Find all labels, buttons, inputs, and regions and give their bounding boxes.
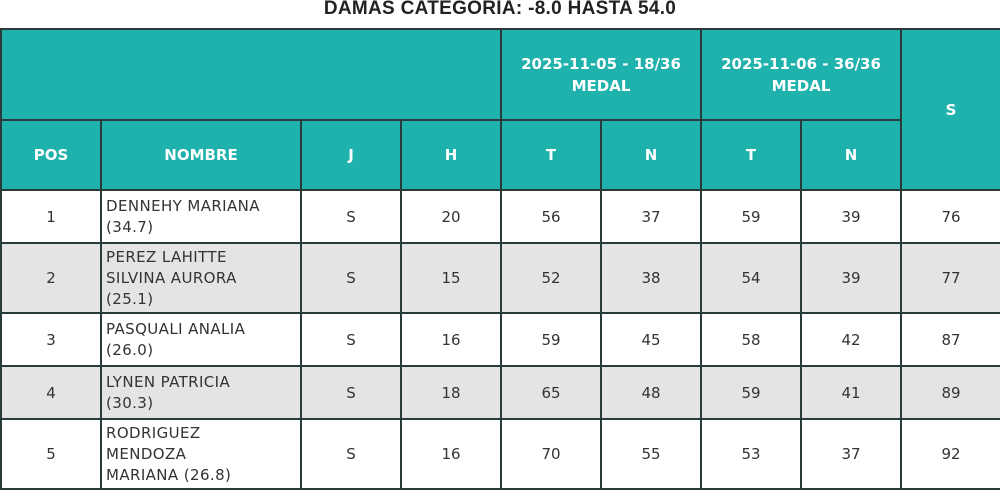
name-line: MARIANA (26.8) bbox=[106, 465, 232, 484]
pos-cell: 3 bbox=[0, 312, 102, 367]
name-line: (30.3) bbox=[106, 393, 154, 412]
round-1-header: 2025-11-05 - 18/36 MEDAL bbox=[500, 28, 702, 121]
j-cell: S bbox=[300, 312, 402, 367]
round-1-n-cell: 45 bbox=[600, 312, 702, 367]
round-2-n-cell: 37 bbox=[800, 418, 902, 490]
header-round-1-t: T bbox=[500, 119, 602, 191]
results-table: 2025-11-05 - 18/36 MEDAL 2025-11-06 - 36… bbox=[0, 28, 1000, 490]
j-cell: S bbox=[300, 418, 402, 490]
h-cell: 15 bbox=[400, 242, 502, 314]
name-cell: PASQUALI ANALIA (26.0) bbox=[100, 312, 302, 367]
round-2-format: MEDAL bbox=[771, 76, 831, 95]
round-1-format: MEDAL bbox=[571, 76, 631, 95]
name-line: SILVINA AURORA bbox=[106, 268, 237, 287]
round-1-t-cell: 52 bbox=[500, 242, 602, 314]
j-cell: S bbox=[300, 189, 402, 244]
round-2-n-cell: 41 bbox=[800, 365, 902, 420]
round-1-n-cell: 38 bbox=[600, 242, 702, 314]
header-blank-cell bbox=[0, 28, 502, 121]
name-line: (26.0) bbox=[106, 340, 154, 359]
header-h: H bbox=[400, 119, 502, 191]
h-cell: 16 bbox=[400, 418, 502, 490]
name-line: DENNEHY MARIANA bbox=[106, 196, 260, 215]
round-1-n-cell: 48 bbox=[600, 365, 702, 420]
round-2-t-cell: 58 bbox=[700, 312, 802, 367]
h-cell: 20 bbox=[400, 189, 502, 244]
pos-cell: 1 bbox=[0, 189, 102, 244]
round-1-n-cell: 55 bbox=[600, 418, 702, 490]
round-2-n-cell: 39 bbox=[800, 242, 902, 314]
round-2-t-cell: 54 bbox=[700, 242, 802, 314]
name-cell: LYNEN PATRICIA (30.3) bbox=[100, 365, 302, 420]
s-cell: 89 bbox=[900, 365, 1000, 420]
name-cell: DENNEHY MARIANA (34.7) bbox=[100, 189, 302, 244]
round-2-n-cell: 42 bbox=[800, 312, 902, 367]
j-cell: S bbox=[300, 242, 402, 314]
s-cell: 77 bbox=[900, 242, 1000, 314]
name-line: (25.1) bbox=[106, 289, 154, 308]
pos-cell: 2 bbox=[0, 242, 102, 314]
round-1-date: 2025-11-05 - 18/36 bbox=[521, 54, 681, 73]
header-pos: POS bbox=[0, 119, 102, 191]
round-2-date: 2025-11-06 - 36/36 bbox=[721, 54, 881, 73]
table-row: 3 PASQUALI ANALIA (26.0) S 16 59 45 58 42… bbox=[0, 312, 1000, 367]
round-1-t-cell: 59 bbox=[500, 312, 602, 367]
header-round-1-n: N bbox=[600, 119, 702, 191]
j-cell: S bbox=[300, 365, 402, 420]
pos-cell: 4 bbox=[0, 365, 102, 420]
pos-cell: 5 bbox=[0, 418, 102, 490]
name-cell: PEREZ LAHITTE SILVINA AURORA (25.1) bbox=[100, 242, 302, 314]
round-2-n-cell: 39 bbox=[800, 189, 902, 244]
name-cell: RODRIGUEZ MENDOZA MARIANA (26.8) bbox=[100, 418, 302, 490]
header-nombre: NOMBRE bbox=[100, 119, 302, 191]
header-round-2-n: N bbox=[800, 119, 902, 191]
s-cell: 76 bbox=[900, 189, 1000, 244]
header-s: S bbox=[900, 28, 1000, 191]
name-line: MENDOZA bbox=[106, 444, 187, 463]
round-1-t-cell: 65 bbox=[500, 365, 602, 420]
name-line: RODRIGUEZ bbox=[106, 423, 201, 442]
name-line: LYNEN PATRICIA bbox=[106, 372, 231, 391]
header-j: J bbox=[300, 119, 402, 191]
round-2-t-cell: 59 bbox=[700, 189, 802, 244]
round-2-t-cell: 53 bbox=[700, 418, 802, 490]
table-row: 1 DENNEHY MARIANA (34.7) S 20 56 37 59 39… bbox=[0, 189, 1000, 244]
name-line: (34.7) bbox=[106, 217, 154, 236]
header-round-2-t: T bbox=[700, 119, 802, 191]
round-2-t-cell: 59 bbox=[700, 365, 802, 420]
table-row: 5 RODRIGUEZ MENDOZA MARIANA (26.8) S 16 70… bbox=[0, 418, 1000, 490]
table-row: 2 PEREZ LAHITTE SILVINA AURORA (25.1) S 15… bbox=[0, 242, 1000, 314]
category-title: DAMAS CATEGORIA: -8.0 HASTA 54.0 bbox=[323, 0, 677, 19]
name-line: PASQUALI ANALIA bbox=[106, 319, 246, 338]
s-cell: 92 bbox=[900, 418, 1000, 490]
round-1-t-cell: 70 bbox=[500, 418, 602, 490]
name-line: PEREZ LAHITTE bbox=[106, 247, 227, 266]
round-1-t-cell: 56 bbox=[500, 189, 602, 244]
s-cell: 87 bbox=[900, 312, 1000, 367]
table-row: 4 LYNEN PATRICIA (30.3) S 18 65 48 59 41 … bbox=[0, 365, 1000, 420]
round-2-header: 2025-11-06 - 36/36 MEDAL bbox=[700, 28, 902, 121]
round-1-n-cell: 37 bbox=[600, 189, 702, 244]
h-cell: 16 bbox=[400, 312, 502, 367]
h-cell: 18 bbox=[400, 365, 502, 420]
